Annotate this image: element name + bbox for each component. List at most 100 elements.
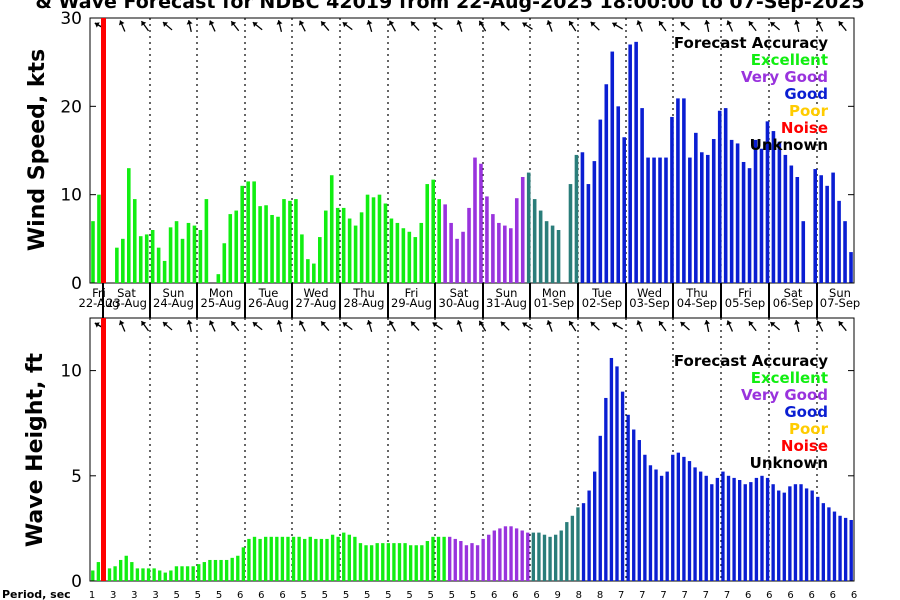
- wind-bar: [759, 148, 764, 283]
- day-date: 27-Aug: [296, 296, 337, 310]
- wave-bar: [503, 526, 508, 581]
- wind-bar: [318, 237, 322, 283]
- period-value: 5: [300, 590, 306, 600]
- wind-bar: [658, 157, 662, 283]
- wind-bar: [192, 225, 197, 283]
- wave-bar: [760, 475, 764, 581]
- period-value: 7: [660, 590, 666, 600]
- wind-bar: [162, 260, 167, 283]
- wave-bar: [236, 555, 240, 581]
- direction-arrow-icon: [410, 21, 420, 31]
- wind-bar: [580, 152, 585, 283]
- direction-arrow-icon: [522, 322, 533, 330]
- wind-bar: [443, 204, 447, 283]
- day-date: 23-Aug: [106, 296, 147, 310]
- wind-bar: [813, 169, 817, 283]
- wave-bar: [252, 536, 257, 581]
- wind-bar: [497, 222, 501, 283]
- wave-bar: [280, 536, 285, 581]
- period-value: 6: [766, 590, 772, 600]
- wind-bar: [688, 157, 692, 283]
- direction-arrow-icon: [456, 20, 463, 32]
- direction-arrow-icon: [276, 20, 283, 32]
- wind-bar: [634, 41, 638, 283]
- direction-arrow-icon: [748, 20, 757, 32]
- wave-bar: [838, 515, 842, 581]
- direction-arrow-icon: [680, 321, 690, 331]
- wave-bar: [643, 454, 647, 581]
- wave-bar: [816, 496, 820, 581]
- wave-bar: [537, 532, 541, 581]
- period-value: 5: [364, 590, 370, 600]
- wind-bar: [479, 163, 483, 283]
- wind-bar: [789, 165, 794, 283]
- wind-bar: [652, 157, 656, 283]
- period-value: 7: [703, 590, 709, 600]
- wind-bar: [717, 110, 722, 283]
- period-value: 6: [830, 590, 836, 600]
- direction-arrow-icon: [522, 22, 533, 30]
- wind-bar: [723, 108, 728, 283]
- wave-bar: [710, 484, 714, 581]
- direction-arrow-icon: [208, 320, 216, 332]
- wind-bar: [849, 252, 853, 283]
- wind-bar: [646, 157, 650, 283]
- wave-bar: [431, 536, 435, 581]
- wave-bar: [174, 566, 179, 581]
- period-value: 5: [216, 590, 222, 600]
- day-of-week: Sun: [829, 286, 851, 300]
- wave-bar: [141, 568, 145, 581]
- wave-bar: [353, 536, 357, 581]
- wave-bar: [793, 484, 798, 581]
- wave-bar: [832, 511, 837, 581]
- wind-bar: [150, 230, 155, 283]
- wind-bar: [312, 263, 316, 283]
- wind-bar: [503, 225, 507, 283]
- day-date: 07-Sep: [820, 296, 860, 310]
- direction-arrow-icon: [478, 320, 487, 332]
- wind-bar: [801, 221, 806, 283]
- wind-bar: [413, 237, 418, 283]
- wind-bar: [270, 214, 274, 283]
- wave-bar: [275, 536, 279, 581]
- wave-bar: [191, 566, 195, 581]
- wave-bar: [308, 536, 312, 581]
- wave-bar: [375, 543, 379, 581]
- period-value: 6: [808, 590, 814, 600]
- direction-arrow-icon: [568, 20, 577, 32]
- day-of-week: Tue: [591, 286, 612, 300]
- period-value: 5: [343, 590, 349, 600]
- day-date: 03-Sep: [629, 296, 669, 310]
- wave-bar: [314, 538, 318, 581]
- legend-entry: Very Good: [741, 386, 828, 404]
- direction-arrow-icon: [118, 320, 126, 332]
- day-of-week: Wed: [303, 286, 328, 300]
- period-value: 3: [152, 590, 158, 600]
- period-value: 1: [89, 590, 95, 600]
- wave-bar: [470, 543, 474, 581]
- period-value: 5: [322, 590, 328, 600]
- day-of-week: Sat: [117, 286, 136, 300]
- wave-bar: [715, 477, 720, 581]
- wind-bar: [138, 236, 143, 283]
- direction-arrow-icon: [186, 19, 193, 33]
- legend-entry: Excellent: [751, 369, 828, 387]
- wind-bar: [389, 218, 394, 283]
- period-value: 6: [512, 590, 518, 600]
- direction-arrow-icon: [612, 22, 623, 30]
- period-value: 8: [597, 590, 603, 600]
- direction-arrow-icon: [680, 21, 690, 31]
- day-of-week: Wed: [637, 286, 662, 300]
- wave-bar: [197, 564, 201, 581]
- wave-bar: [386, 543, 391, 581]
- wave-bar: [297, 536, 301, 581]
- wave-bar: [403, 543, 407, 581]
